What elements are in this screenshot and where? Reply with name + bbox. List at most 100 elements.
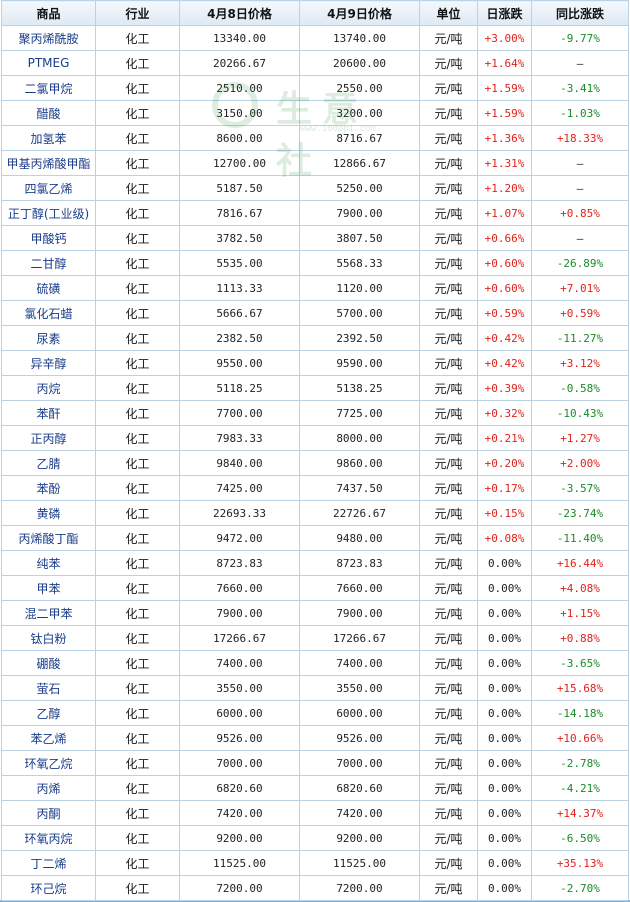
daily-change-cell: +1.36%	[477, 125, 532, 151]
apr8-price-cell: 7660.00	[179, 575, 300, 601]
apr8-price-cell: 20266.67	[179, 50, 300, 76]
daily-change-cell: +0.39%	[477, 375, 532, 401]
table-row: 黄磷 化工 22693.33 22726.67 元/吨 +0.15% -23.74%	[1, 500, 629, 526]
commodity-name[interactable]: 尿素	[1, 325, 96, 351]
commodity-name[interactable]: 聚丙烯酰胺	[1, 25, 96, 51]
header-commodity[interactable]: 商品	[1, 0, 96, 26]
daily-change-cell: 0.00%	[477, 875, 532, 901]
apr8-price-cell: 5666.67	[179, 300, 300, 326]
industry-cell: 化工	[95, 100, 180, 126]
daily-change-cell: +0.42%	[477, 325, 532, 351]
apr9-price-cell: 20600.00	[299, 50, 420, 76]
unit-cell: 元/吨	[419, 850, 478, 876]
unit-cell: 元/吨	[419, 800, 478, 826]
commodity-name[interactable]: 丙烯酸丁酯	[1, 525, 96, 551]
commodity-name[interactable]: 四氯乙烯	[1, 175, 96, 201]
header-industry[interactable]: 行业	[95, 0, 180, 26]
unit-cell: 元/吨	[419, 300, 478, 326]
table-row: 硼酸 化工 7400.00 7400.00 元/吨 0.00% -3.65%	[1, 650, 629, 676]
yoy-change-cell: -9.77%	[531, 25, 629, 51]
yoy-change-cell: -26.89%	[531, 250, 629, 276]
apr9-price-cell: 3807.50	[299, 225, 420, 251]
daily-change-cell: 0.00%	[477, 825, 532, 851]
table-row: 丁二烯 化工 11525.00 11525.00 元/吨 0.00% +35.13%	[1, 850, 629, 876]
commodity-name[interactable]: 黄磷	[1, 500, 96, 526]
commodity-name[interactable]: 丁二烯	[1, 850, 96, 876]
table-row: 加氢苯 化工 8600.00 8716.67 元/吨 +1.36% +18.33%	[1, 125, 629, 151]
apr8-price-cell: 5535.00	[179, 250, 300, 276]
apr9-price-cell: 5700.00	[299, 300, 420, 326]
apr9-price-cell: 6820.60	[299, 775, 420, 801]
yoy-change-cell: —	[531, 50, 629, 76]
commodity-name[interactable]: 丙烯	[1, 775, 96, 801]
commodity-name[interactable]: 乙腈	[1, 450, 96, 476]
commodity-name[interactable]: 硼酸	[1, 650, 96, 676]
apr9-price-cell: 2392.50	[299, 325, 420, 351]
daily-change-cell: +0.66%	[477, 225, 532, 251]
unit-cell: 元/吨	[419, 175, 478, 201]
commodity-name[interactable]: 环己烷	[1, 875, 96, 901]
commodity-name[interactable]: 苯酐	[1, 400, 96, 426]
industry-cell: 化工	[95, 750, 180, 776]
daily-change-cell: +0.20%	[477, 450, 532, 476]
table-row: 苯酐 化工 7700.00 7725.00 元/吨 +0.32% -10.43%	[1, 400, 629, 426]
commodity-name[interactable]: 萤石	[1, 675, 96, 701]
table-row: 纯苯 化工 8723.83 8723.83 元/吨 0.00% +16.44%	[1, 550, 629, 576]
header-yoy-change[interactable]: 同比涨跌	[531, 0, 629, 26]
commodity-name[interactable]: 甲基丙烯酸甲酯	[1, 150, 96, 176]
header-apr9-price[interactable]: 4月9日价格	[299, 0, 420, 26]
daily-change-cell: 0.00%	[477, 800, 532, 826]
commodity-name[interactable]: 苯酚	[1, 475, 96, 501]
table-row: 醋酸 化工 3150.00 3200.00 元/吨 +1.59% -1.03%	[1, 100, 629, 126]
commodity-name[interactable]: 纯苯	[1, 550, 96, 576]
unit-cell: 元/吨	[419, 625, 478, 651]
commodity-name[interactable]: 钛白粉	[1, 625, 96, 651]
header-apr8-price[interactable]: 4月8日价格	[179, 0, 300, 26]
apr9-price-cell: 7900.00	[299, 600, 420, 626]
commodity-name[interactable]: 乙醇	[1, 700, 96, 726]
apr8-price-cell: 8600.00	[179, 125, 300, 151]
unit-cell: 元/吨	[419, 400, 478, 426]
unit-cell: 元/吨	[419, 425, 478, 451]
unit-cell: 元/吨	[419, 25, 478, 51]
apr9-price-cell: 5138.25	[299, 375, 420, 401]
apr9-price-cell: 11525.00	[299, 850, 420, 876]
unit-cell: 元/吨	[419, 275, 478, 301]
apr9-price-cell: 3200.00	[299, 100, 420, 126]
header-daily-change[interactable]: 日涨跌	[477, 0, 532, 26]
commodity-name[interactable]: 正丁醇(工业级)	[1, 200, 96, 226]
commodity-name[interactable]: 丙烷	[1, 375, 96, 401]
apr8-price-cell: 2382.50	[179, 325, 300, 351]
daily-change-cell: +0.42%	[477, 350, 532, 376]
commodity-name[interactable]: 醋酸	[1, 100, 96, 126]
commodity-name[interactable]: 环氧乙烷	[1, 750, 96, 776]
table-row: 正丁醇(工业级) 化工 7816.67 7900.00 元/吨 +1.07% +0.85%	[1, 200, 629, 226]
industry-cell: 化工	[95, 25, 180, 51]
commodity-name[interactable]: 二氯甲烷	[1, 75, 96, 101]
yoy-change-cell: -3.57%	[531, 475, 629, 501]
commodity-name[interactable]: 丙酮	[1, 800, 96, 826]
commodity-name[interactable]: 异辛醇	[1, 350, 96, 376]
daily-change-cell: 0.00%	[477, 700, 532, 726]
commodity-name[interactable]: 甲苯	[1, 575, 96, 601]
apr8-price-cell: 7420.00	[179, 800, 300, 826]
yoy-change-cell: -14.18%	[531, 700, 629, 726]
commodity-name[interactable]: PTMEG	[1, 50, 96, 76]
apr8-price-cell: 7816.67	[179, 200, 300, 226]
daily-change-cell: 0.00%	[477, 775, 532, 801]
apr8-price-cell: 1113.33	[179, 275, 300, 301]
commodity-name[interactable]: 环氧丙烷	[1, 825, 96, 851]
commodity-name[interactable]: 二甘醇	[1, 250, 96, 276]
commodity-name[interactable]: 正丙醇	[1, 425, 96, 451]
apr8-price-cell: 7400.00	[179, 650, 300, 676]
commodity-name[interactable]: 加氢苯	[1, 125, 96, 151]
table-row: PTMEG 化工 20266.67 20600.00 元/吨 +1.64% —	[1, 50, 629, 76]
header-unit[interactable]: 单位	[419, 0, 478, 26]
industry-cell: 化工	[95, 475, 180, 501]
commodity-name[interactable]: 甲酸钙	[1, 225, 96, 251]
commodity-name[interactable]: 苯乙烯	[1, 725, 96, 751]
apr9-price-cell: 7437.50	[299, 475, 420, 501]
commodity-name[interactable]: 氯化石蜡	[1, 300, 96, 326]
commodity-name[interactable]: 混二甲苯	[1, 600, 96, 626]
commodity-name[interactable]: 硫磺	[1, 275, 96, 301]
